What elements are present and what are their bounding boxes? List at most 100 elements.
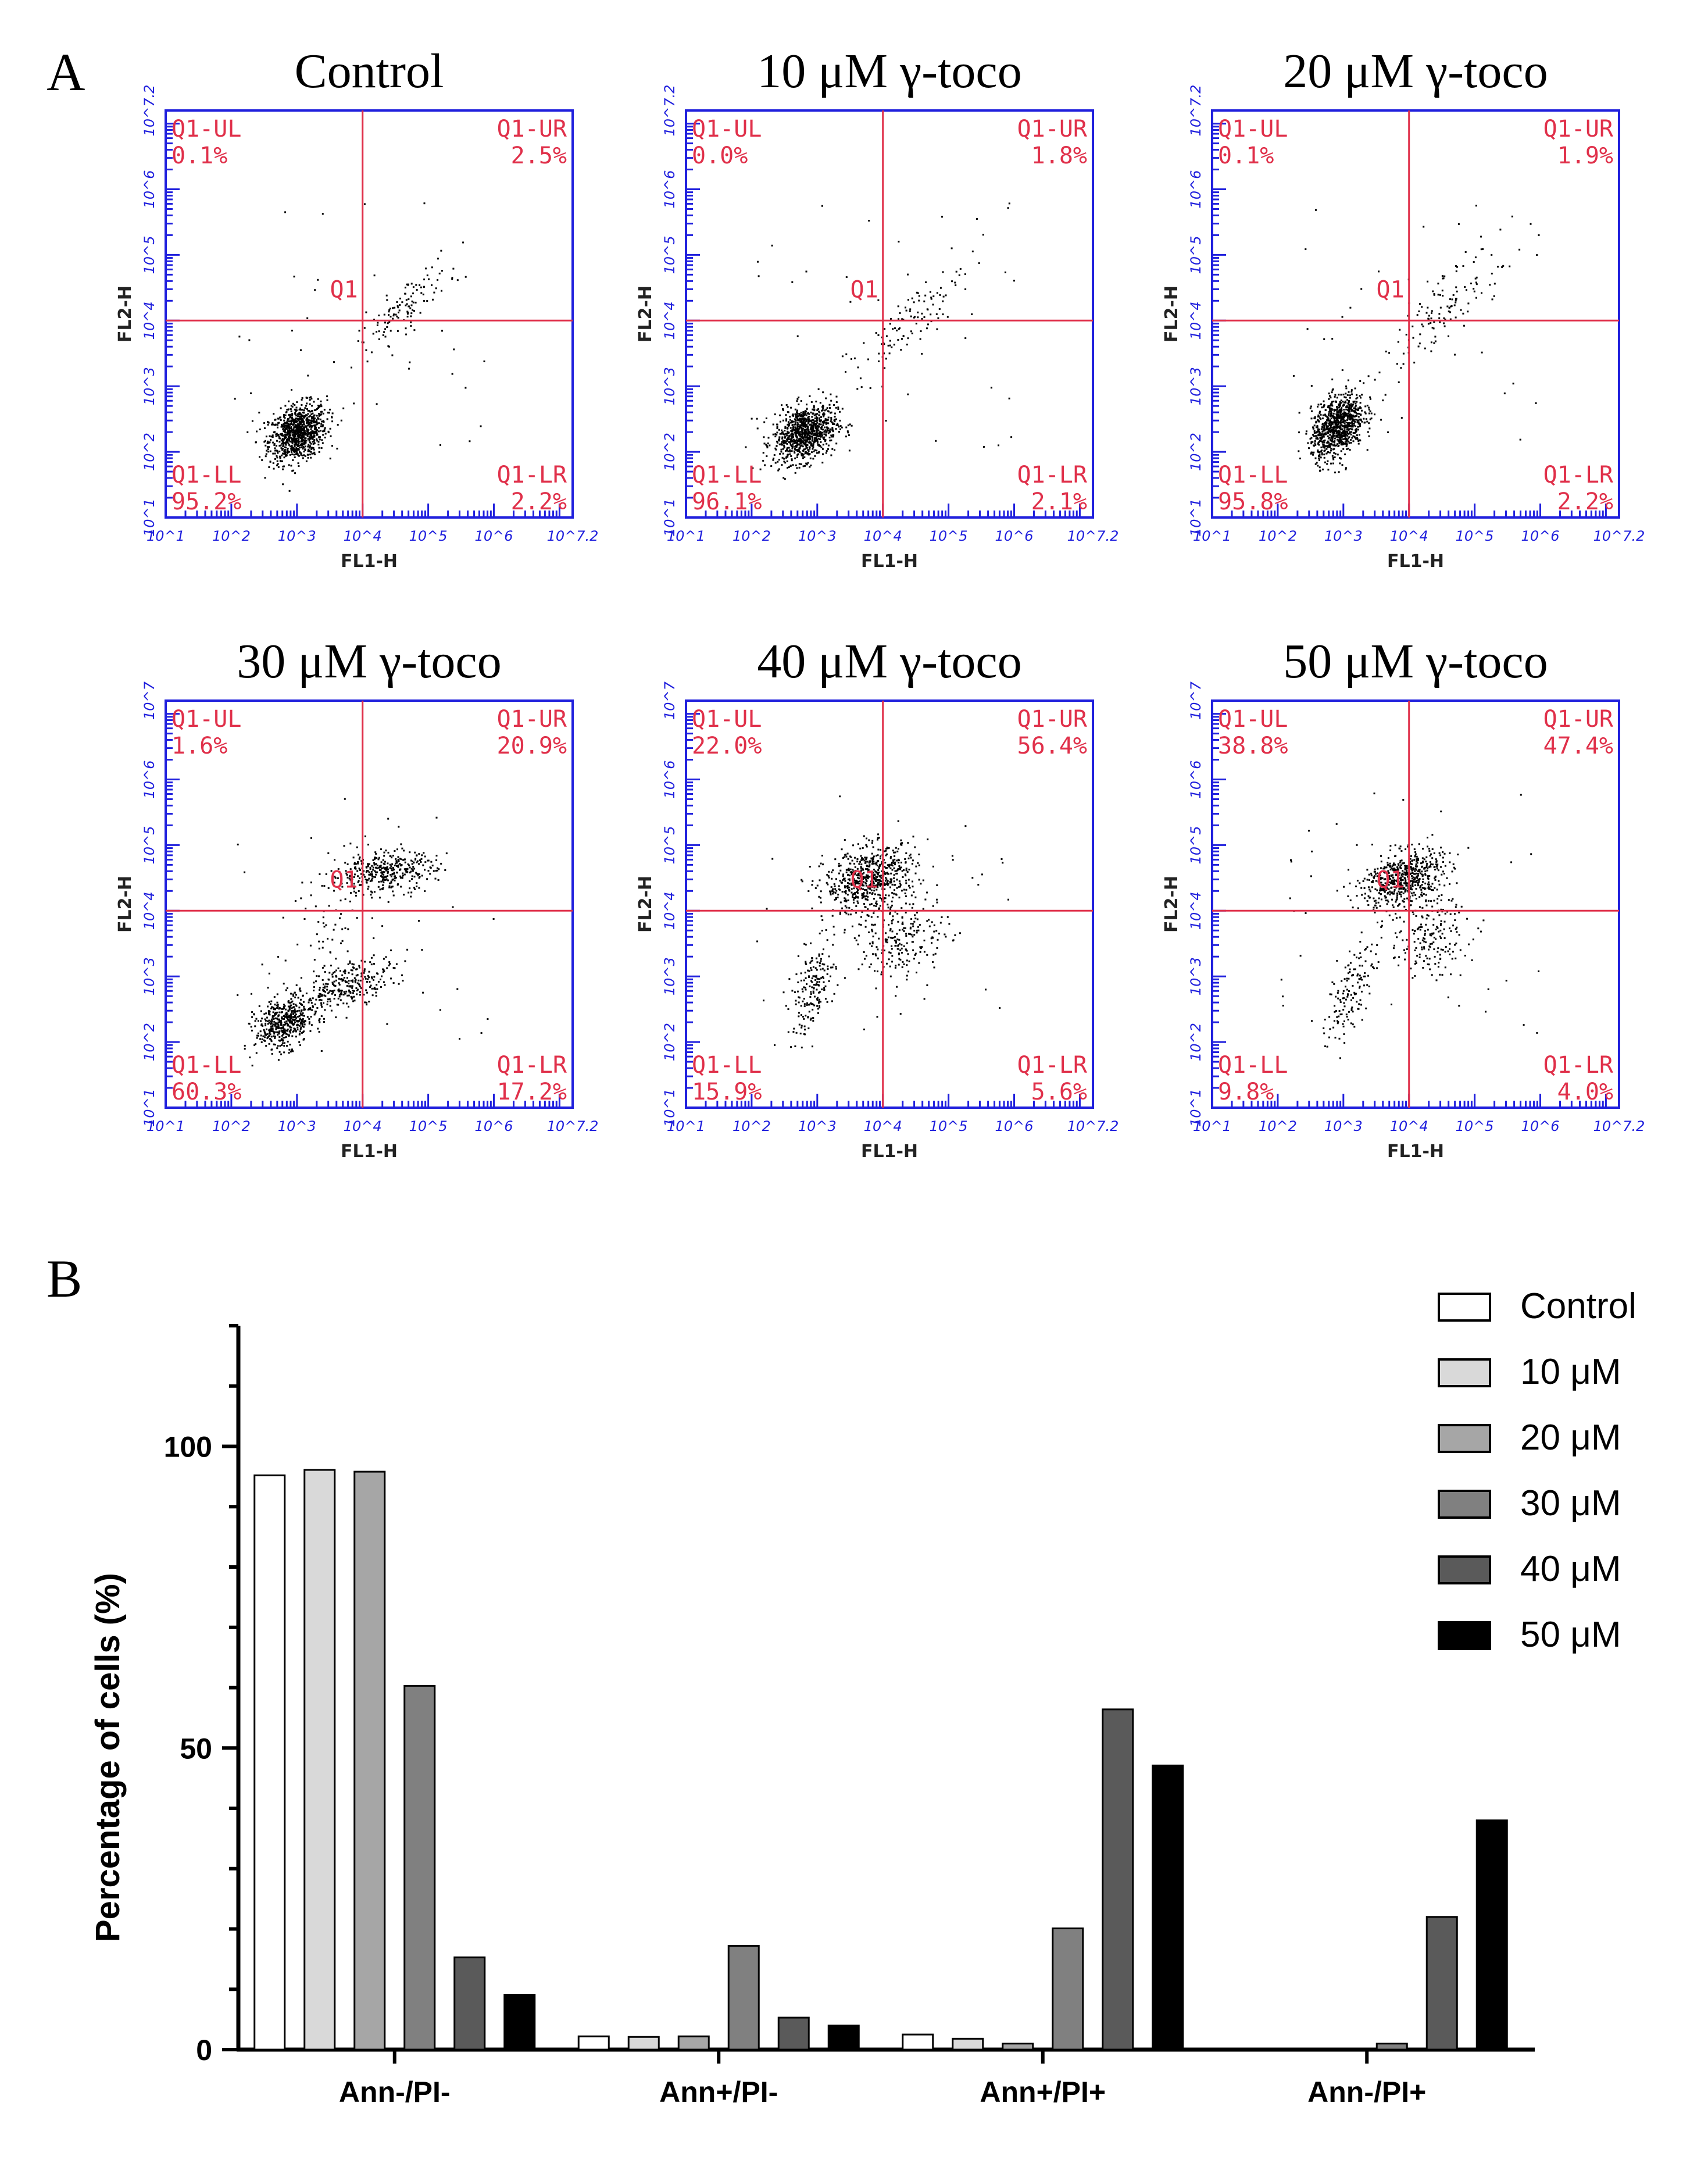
- facs-dot: [439, 444, 441, 446]
- facs-dot: [287, 431, 289, 434]
- facs-dot: [298, 447, 301, 449]
- facs-dot: [289, 1002, 291, 1004]
- facs-dot: [816, 431, 818, 434]
- facs-dot: [331, 993, 333, 995]
- facs-dot: [319, 995, 321, 997]
- facs-y-tick-label: 10^6: [662, 170, 678, 209]
- facs-dot: [251, 1016, 253, 1018]
- facs-dot: [275, 1026, 277, 1028]
- facs-dot: [820, 432, 823, 434]
- facs-dot: [830, 434, 832, 437]
- facs-dot: [288, 427, 290, 430]
- facs-dot: [905, 309, 907, 312]
- facs-dot: [301, 1019, 303, 1021]
- facs-dot: [1338, 433, 1340, 435]
- facs-dot: [386, 967, 388, 969]
- facs-dot: [1335, 444, 1338, 447]
- facs-dot: [1317, 434, 1319, 437]
- facs-dot: [440, 862, 442, 865]
- facs-dot: [1317, 414, 1320, 416]
- facs-dot: [384, 867, 386, 869]
- facs-dot: [248, 339, 251, 341]
- facs-dot: [388, 961, 391, 963]
- facs-dot: [302, 440, 305, 441]
- facs-dot: [308, 1023, 310, 1025]
- facs-dot: [282, 439, 284, 441]
- facs-dot: [1321, 433, 1323, 435]
- facs-dot: [1323, 427, 1325, 430]
- facs-dot: [295, 427, 298, 429]
- facs-dot: [805, 442, 807, 444]
- facs-dot: [262, 1035, 265, 1037]
- facs-dot: [1342, 435, 1344, 437]
- facs-dot: [785, 414, 787, 416]
- facs-dot: [1351, 437, 1353, 439]
- facs-dot: [348, 994, 350, 997]
- facs-dot: [801, 441, 803, 442]
- facs-dot: [339, 994, 341, 996]
- facs-dot: [413, 868, 416, 870]
- facs-dot: [313, 435, 316, 437]
- facs-dot: [283, 1024, 285, 1026]
- facs-dot: [1331, 444, 1333, 445]
- facs-dot: [1317, 451, 1318, 453]
- facs-dot: [809, 440, 811, 442]
- facs-dot: [274, 419, 276, 421]
- facs-dot: [303, 442, 306, 445]
- facs-dot: [298, 1015, 301, 1017]
- facs-dot: [1338, 417, 1341, 419]
- facs-dot: [1310, 385, 1313, 387]
- facs-dot: [782, 419, 784, 422]
- facs-dot: [1311, 410, 1313, 412]
- facs-dot: [396, 315, 398, 317]
- facs-dot: [330, 965, 332, 967]
- facs-dot: [806, 452, 809, 455]
- facs-dot: [451, 373, 453, 375]
- facs-dot: [1467, 310, 1469, 313]
- facs-dot: [817, 425, 819, 427]
- facs-dot: [418, 887, 420, 889]
- facs-x-axis-label: FL1-H: [341, 1141, 398, 1162]
- facs-dot: [296, 437, 298, 440]
- facs-dot: [309, 445, 311, 447]
- facs-dot: [412, 309, 414, 311]
- facs-dot: [1443, 325, 1446, 327]
- facs-dot: [333, 990, 335, 991]
- facs-dot: [1333, 420, 1335, 422]
- facs-dot: [294, 1029, 296, 1031]
- quadrant-ul-value: 0.1%: [171, 142, 227, 169]
- facs-dot: [813, 406, 815, 408]
- facs-dot: [314, 424, 316, 427]
- facs-dot: [357, 988, 359, 991]
- facs-dot: [285, 1036, 287, 1038]
- facs-dot: [1318, 432, 1321, 434]
- facs-dot: [298, 431, 300, 433]
- facs-dot: [420, 861, 422, 863]
- facs-dot: [782, 409, 784, 412]
- facs-dot: [290, 1016, 291, 1019]
- facs-dot: [319, 413, 320, 416]
- facs-dot: [1334, 472, 1336, 474]
- facs-dot: [790, 455, 792, 457]
- facs-dot: [306, 1016, 309, 1018]
- facs-dot: [441, 290, 442, 292]
- facs-dot: [277, 1021, 280, 1023]
- facs-dot: [889, 344, 891, 347]
- facs-dot: [313, 970, 315, 973]
- facs-dot: [1349, 422, 1352, 424]
- facs-dot: [309, 433, 311, 435]
- facs-dot: [332, 983, 334, 986]
- facs-dot: [1356, 421, 1359, 423]
- facs-dot: [812, 432, 813, 434]
- facs-dot: [342, 970, 345, 973]
- facs-dot: [318, 436, 320, 438]
- facs-dot: [364, 976, 366, 978]
- facs-dot: [822, 424, 824, 426]
- facs-dot: [359, 856, 361, 858]
- facs-dot: [294, 408, 296, 411]
- facs-dot: [283, 1037, 284, 1039]
- facs-dot: [321, 966, 324, 969]
- facs-dot: [310, 426, 313, 429]
- facs-dot: [303, 918, 306, 920]
- facs-dot: [308, 397, 310, 399]
